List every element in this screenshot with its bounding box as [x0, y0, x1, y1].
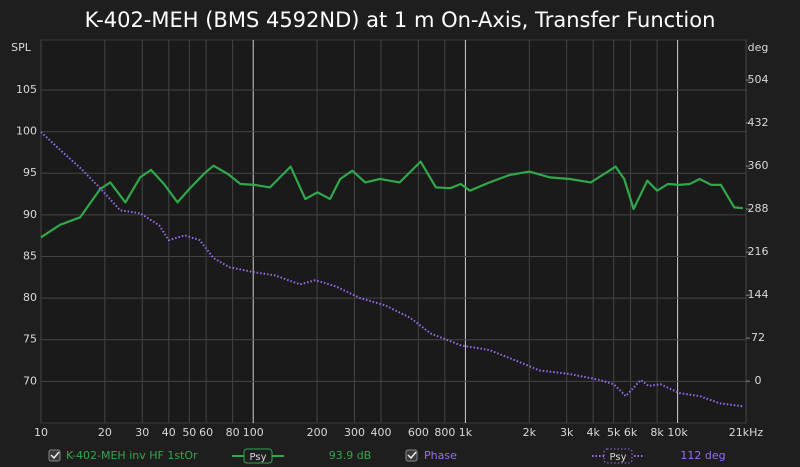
- x-tick-label: 1k: [459, 426, 473, 439]
- y-tick-label: 85: [23, 249, 37, 262]
- plot-area: [40, 39, 747, 424]
- y2-tick-label: 432: [748, 116, 769, 129]
- phase-line: [40, 131, 744, 408]
- check-mark: [407, 451, 417, 460]
- x-tick-label: 5k: [607, 426, 621, 439]
- x-tick-label: 10: [34, 426, 48, 439]
- spl-line: [40, 160, 744, 239]
- y-tick-label: 95: [23, 166, 37, 179]
- y-tick-label: 90: [23, 208, 37, 221]
- y2-tick-label: 288: [748, 202, 769, 215]
- x-tick-label: 21kHz: [729, 426, 764, 439]
- legend-readout: 93.9 dB: [329, 449, 372, 462]
- x-tick-label: 60: [199, 426, 213, 439]
- x-tick-label: 20: [98, 426, 112, 439]
- legend-badge: [603, 448, 633, 464]
- x-tick-label: 10k: [667, 426, 688, 439]
- y-tick-label: 105: [16, 83, 37, 96]
- legend-smoothing: Psy: [250, 452, 267, 463]
- y2-tick-label: 72: [751, 331, 765, 344]
- y-tick-label: 75: [23, 333, 37, 346]
- y-axis-label: SPL: [11, 41, 32, 54]
- checkbox[interactable]: [48, 449, 61, 462]
- check-mark: [50, 451, 60, 460]
- legend-smoothing: Psy: [610, 452, 627, 463]
- x-tick-label: 100: [243, 426, 264, 439]
- legend: [48, 449, 418, 462]
- y2-tick-label: 144: [748, 288, 769, 301]
- x-tick-label: 4k: [586, 426, 600, 439]
- x-tick-label: 2k: [523, 426, 537, 439]
- y-tick-label: 100: [16, 125, 37, 138]
- x-tick-label: 30: [135, 426, 149, 439]
- y2-tick-label: 504: [748, 73, 769, 86]
- x-tick-label: 6k: [624, 426, 638, 439]
- y-tick-label: 80: [23, 291, 37, 304]
- legend-label: Phase: [424, 449, 457, 462]
- y2-tick-label: 216: [748, 245, 769, 258]
- x-tick-label: 200: [307, 426, 328, 439]
- chart-title: K-402-MEH (BMS 4592ND) at 1 m On-Axis, T…: [85, 8, 716, 32]
- x-tick-label: 8k: [650, 426, 664, 439]
- x-tick-label: 600: [408, 426, 429, 439]
- y2-tick-label: 0: [755, 374, 762, 387]
- legend-badge: [243, 448, 273, 464]
- x-tick-label: 40: [162, 426, 176, 439]
- x-tick-label: 3k: [560, 426, 574, 439]
- checkbox[interactable]: [405, 449, 418, 462]
- y-tick-label: 70: [23, 374, 37, 387]
- x-tick-label: 400: [370, 426, 391, 439]
- x-tick-label: 80: [226, 426, 240, 439]
- legend-label: K-402-MEH inv HF 1stOr: [66, 449, 198, 462]
- x-tick-label: 50: [182, 426, 196, 439]
- y2-tick-label: 360: [748, 159, 769, 172]
- x-tick-label: 300: [344, 426, 365, 439]
- legend-readout: 112 deg: [680, 449, 725, 462]
- y2-axis-label: deg: [748, 41, 769, 54]
- x-tick-label: 800: [434, 426, 455, 439]
